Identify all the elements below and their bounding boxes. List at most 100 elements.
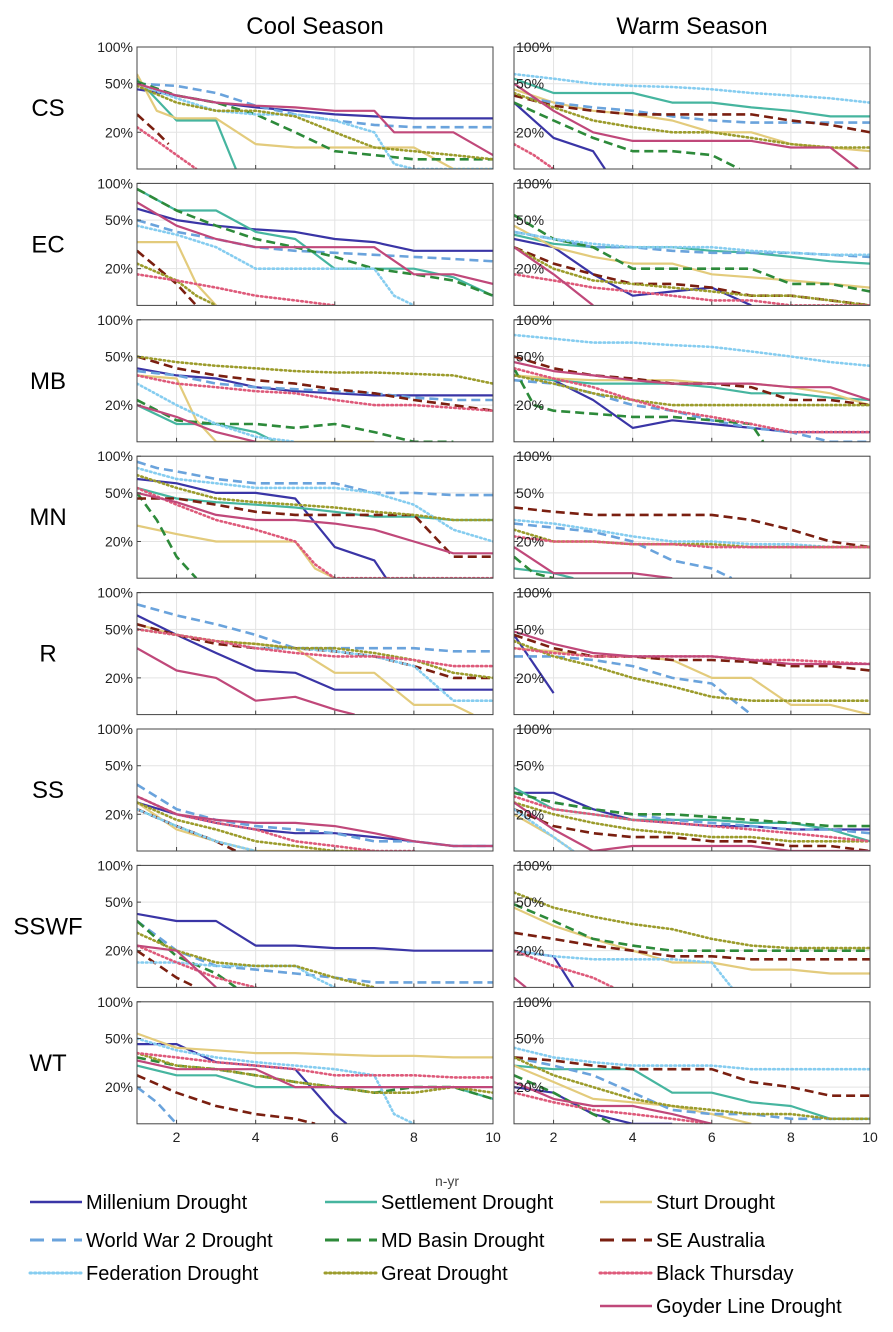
y-tick-label: 100% bbox=[516, 312, 552, 328]
series-line-federation-drought bbox=[137, 466, 493, 543]
series-line-millenium-drought bbox=[137, 88, 493, 120]
series-line-federation-drought bbox=[514, 518, 870, 549]
y-tick-label: 50% bbox=[516, 76, 544, 92]
y-tick-label: 50% bbox=[105, 1031, 133, 1047]
x-tick-label: 6 bbox=[708, 1129, 716, 1145]
series-line-millenium-drought bbox=[514, 634, 555, 694]
series-line-goyder-line-drought bbox=[514, 976, 527, 988]
series-line-goyder-line-drought bbox=[514, 630, 870, 666]
series-line-sturt-drought bbox=[514, 1064, 752, 1124]
series-line-black-thursday bbox=[514, 535, 870, 549]
series-line-goyder-line-drought bbox=[137, 647, 355, 715]
series-line-black-thursday bbox=[137, 627, 493, 668]
series-line-goyder-line-drought bbox=[514, 1080, 713, 1124]
y-tick-label: 50% bbox=[105, 485, 133, 501]
y-tick-label: 50% bbox=[516, 212, 544, 228]
series-line-black-thursday bbox=[514, 795, 870, 843]
panel-mn-warm-season: 20% 50% 100% bbox=[513, 448, 871, 579]
y-tick-label: 100% bbox=[97, 448, 133, 464]
legend-label: SE Australia bbox=[656, 1230, 766, 1252]
series-line-se-australia bbox=[137, 623, 493, 680]
series-line-sturt-drought bbox=[137, 73, 493, 169]
series-line-black-thursday bbox=[514, 142, 555, 169]
x-tick-label: 8 bbox=[787, 1129, 795, 1145]
y-tick-label: 50% bbox=[516, 758, 544, 774]
panel-sswf-cool-season: 20% 50% 100% bbox=[97, 857, 494, 988]
panel-wt-warm-season: 20% 50% 100% 2 4 6 8 10 bbox=[513, 994, 878, 1145]
column-title-cool-season: Cool Season bbox=[246, 13, 383, 40]
series-line-goyder-line-drought bbox=[137, 795, 493, 848]
y-tick-label: 20% bbox=[105, 806, 133, 822]
series-line-sturt-drought bbox=[137, 1032, 493, 1059]
y-tick-label: 100% bbox=[516, 585, 552, 601]
x-tick-label: 8 bbox=[410, 1129, 418, 1145]
series-line-goyder-line-drought bbox=[137, 1059, 493, 1089]
y-tick-label: 20% bbox=[105, 397, 133, 413]
series-line-goyder-line-drought bbox=[514, 361, 870, 402]
legend-item-settlement-drought: Settlement Drought bbox=[325, 1192, 554, 1214]
y-tick-label: 50% bbox=[516, 894, 544, 910]
y-tick-label: 50% bbox=[105, 894, 133, 910]
series-line-sturt-drought bbox=[137, 374, 375, 442]
series-line-federation-drought bbox=[137, 382, 297, 442]
series-line-sturt-drought bbox=[514, 374, 870, 407]
panel-frame bbox=[136, 46, 494, 170]
series-line-great-drought bbox=[514, 528, 870, 549]
x-tick-label: 10 bbox=[862, 1129, 878, 1145]
series-line-great-drought bbox=[137, 931, 376, 988]
legend-item-sturt-drought: Sturt Drought bbox=[600, 1192, 775, 1214]
panel-frame bbox=[136, 319, 494, 443]
series-line-millenium-drought bbox=[137, 477, 388, 579]
y-tick-label: 100% bbox=[516, 994, 552, 1010]
series-line-goyder-line-drought bbox=[137, 201, 493, 285]
y-tick-label: 50% bbox=[105, 76, 133, 92]
legend-item-great-drought: Great Drought bbox=[323, 1263, 508, 1285]
panel-frame bbox=[513, 182, 871, 306]
series-line-great-drought bbox=[514, 91, 870, 149]
row-label-wt: WT bbox=[29, 1050, 67, 1077]
panel-ec-warm-season: 20% 50% 100% bbox=[513, 175, 871, 306]
legend-item-world-war-2-drought: World War 2 Drought bbox=[30, 1230, 273, 1252]
series-line-black-thursday bbox=[514, 366, 870, 434]
y-tick-label: 100% bbox=[97, 312, 133, 328]
series-line-great-drought bbox=[137, 1051, 493, 1094]
panel-frame bbox=[136, 1001, 494, 1125]
series-line-world-war-2-drought bbox=[137, 82, 493, 129]
series-line-md-basin-drought bbox=[514, 791, 870, 828]
y-tick-label: 50% bbox=[105, 621, 133, 637]
series-line-goyder-line-drought bbox=[137, 404, 256, 442]
legend-label: Millenium Drought bbox=[86, 1192, 248, 1214]
panel-frame bbox=[513, 592, 871, 716]
y-tick-label: 20% bbox=[105, 533, 133, 549]
x-tick-label: 4 bbox=[252, 1129, 260, 1145]
series-line-se-australia bbox=[137, 113, 170, 146]
series-line-se-australia bbox=[514, 94, 870, 134]
series-line-federation-drought bbox=[137, 1037, 416, 1124]
legend-item-md-basin-drought: MD Basin Drought bbox=[325, 1230, 545, 1252]
panel-frame bbox=[513, 728, 871, 852]
series-line-federation-drought bbox=[137, 627, 493, 703]
series-line-se-australia bbox=[137, 249, 198, 306]
legend-label: Federation Drought bbox=[86, 1263, 259, 1285]
y-tick-label: 100% bbox=[97, 994, 133, 1010]
panel-ss-warm-season: 20% 50% 100% bbox=[513, 721, 871, 852]
x-tick-label: 2 bbox=[550, 1129, 558, 1145]
series-line-sturt-drought bbox=[514, 906, 870, 975]
series-line-md-basin-drought bbox=[514, 555, 554, 579]
y-tick-label: 20% bbox=[516, 397, 544, 413]
y-tick-label: 20% bbox=[516, 261, 544, 277]
series-line-goyder-line-drought bbox=[514, 801, 870, 851]
y-tick-label: 20% bbox=[516, 533, 544, 549]
series-line-millenium-drought bbox=[137, 207, 493, 252]
series-line-md-basin-drought bbox=[514, 101, 741, 169]
y-tick-label: 100% bbox=[516, 175, 552, 191]
row-label-ss: SS bbox=[32, 777, 64, 804]
y-tick-label: 20% bbox=[105, 124, 133, 140]
row-label-r: R bbox=[39, 641, 56, 668]
legend-item-goyder-line-drought: Goyder Line Drought bbox=[600, 1296, 842, 1318]
y-tick-label: 100% bbox=[516, 39, 552, 55]
series-line-se-australia bbox=[137, 497, 493, 559]
series-line-world-war-2-drought bbox=[514, 1056, 870, 1121]
series-line-se-australia bbox=[137, 949, 197, 988]
legend-label: Settlement Drought bbox=[381, 1192, 554, 1214]
